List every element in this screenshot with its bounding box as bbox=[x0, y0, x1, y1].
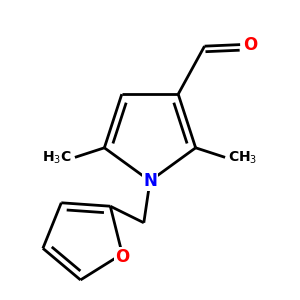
Text: H$_3$C: H$_3$C bbox=[42, 149, 72, 166]
Text: N: N bbox=[143, 172, 157, 190]
Text: CH$_3$: CH$_3$ bbox=[228, 149, 257, 166]
Text: O: O bbox=[115, 248, 129, 266]
Text: O: O bbox=[243, 36, 257, 54]
